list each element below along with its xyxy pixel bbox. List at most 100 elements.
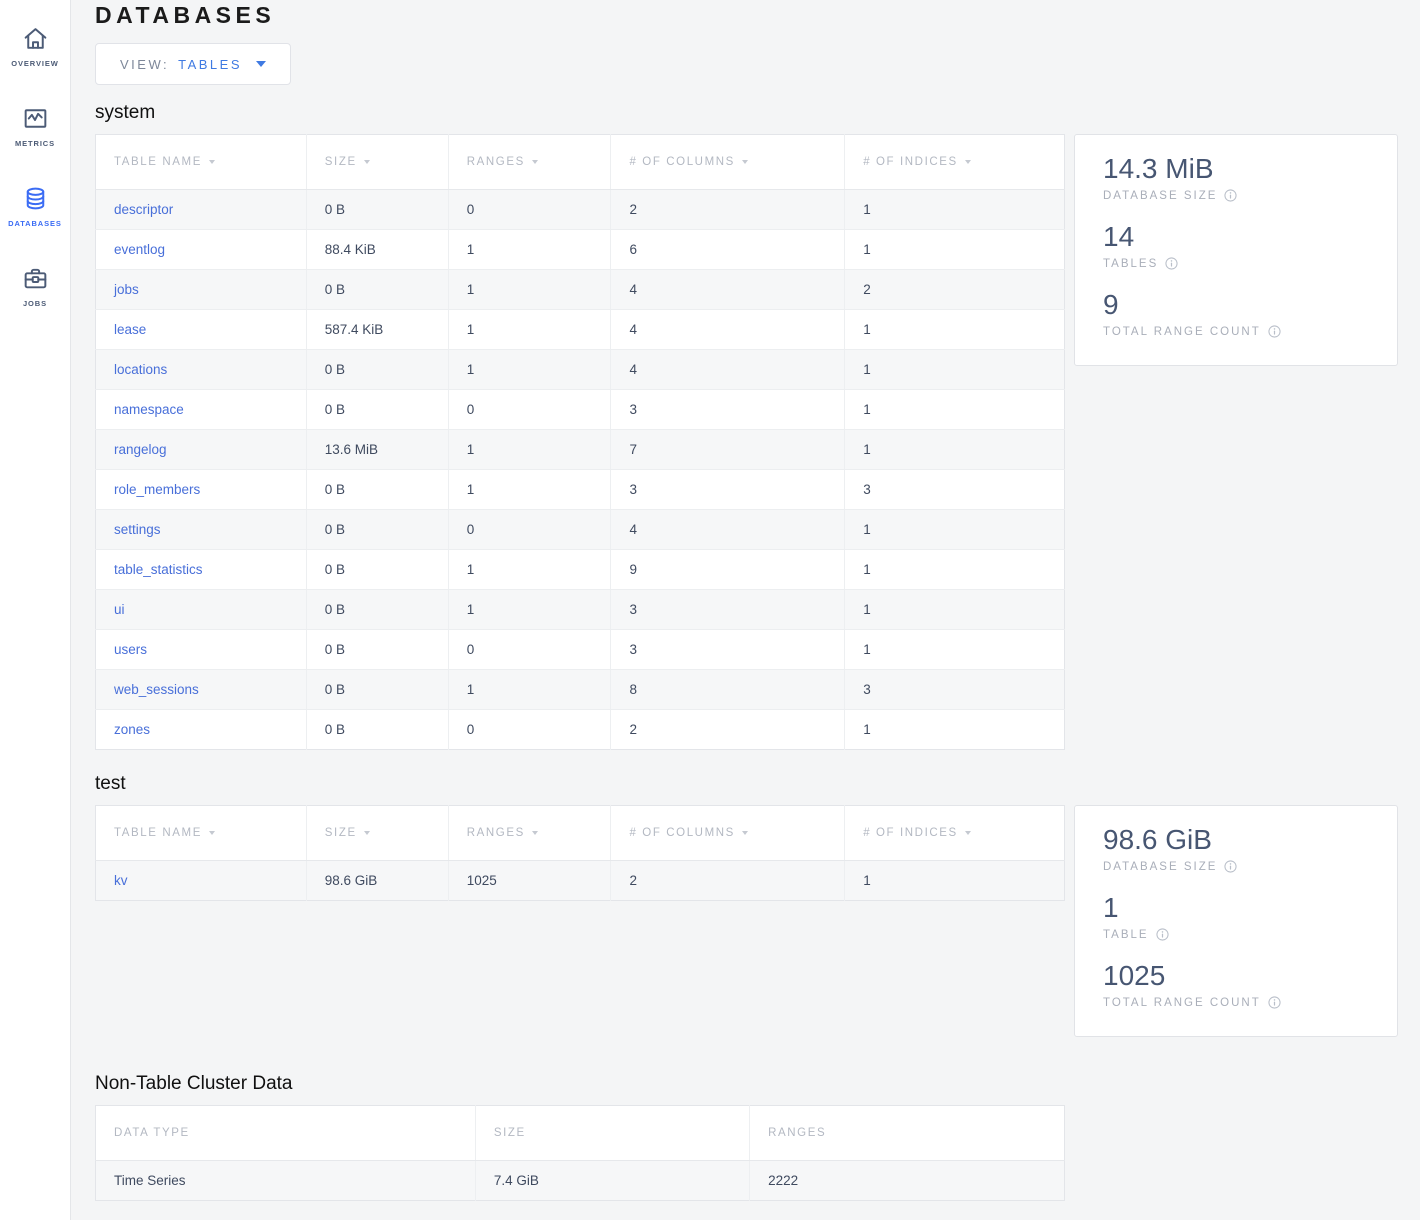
table-link[interactable]: table_statistics	[114, 562, 203, 577]
summary-stat: 1025 TOTAL RANGE COUNT	[1103, 959, 1369, 1009]
sidebar-item-jobs[interactable]: JOBS	[0, 246, 70, 326]
table-link[interactable]: descriptor	[114, 202, 174, 217]
table-cell: 1	[448, 309, 612, 350]
table-cell: 0	[448, 629, 612, 670]
column-header-of-indices[interactable]: # OF INDICES	[844, 805, 1065, 861]
table-link[interactable]: namespace	[114, 402, 184, 417]
table-cell: 2	[610, 709, 846, 750]
column-header-ranges[interactable]: RANGES	[448, 134, 612, 190]
database-section: TABLE NAME SIZE RANGES # OF COLUMNS # OF IND…	[95, 805, 1398, 1037]
table-link[interactable]: web_sessions	[114, 682, 199, 697]
view-dropdown-value: TABLES	[178, 56, 242, 72]
sort-arrow-icon	[741, 831, 748, 835]
table-header-row: TABLE NAME SIZE RANGES # OF COLUMNS # OF IND…	[95, 134, 1065, 190]
column-header-of-indices[interactable]: # OF INDICES	[844, 134, 1065, 190]
info-icon[interactable]	[1224, 860, 1237, 873]
info-icon[interactable]	[1165, 257, 1178, 270]
table-link[interactable]: ui	[114, 602, 125, 617]
non-table-section: DATA TYPE SIZE RANGES Time Series 7.4 GiB 222…	[95, 1105, 1398, 1201]
table-cell: 1	[844, 189, 1065, 230]
table-cell: settings	[95, 509, 307, 550]
table-cell: 6	[610, 229, 846, 270]
column-header-table-name[interactable]: TABLE NAME	[95, 805, 307, 861]
table-link[interactable]: role_members	[114, 482, 201, 497]
stat-label-text: TABLES	[1103, 257, 1159, 270]
column-header-of-columns[interactable]: # OF COLUMNS	[610, 134, 846, 190]
table-link[interactable]: lease	[114, 322, 147, 337]
table-row: kv 98.6 GiB 1025 2 1	[95, 860, 1065, 901]
column-header-label: RANGES	[768, 1127, 827, 1139]
column-header-ranges: RANGES	[749, 1105, 1065, 1161]
table-link[interactable]: zones	[114, 722, 151, 737]
table-cell: 1	[844, 629, 1065, 670]
table-link[interactable]: locations	[114, 362, 168, 377]
column-header-data-type: DATA TYPE	[95, 1105, 476, 1161]
column-header-table-name[interactable]: TABLE NAME	[95, 134, 307, 190]
table-link[interactable]: kv	[114, 873, 128, 888]
view-dropdown[interactable]: VIEW: TABLES	[95, 43, 291, 85]
table-cell: locations	[95, 349, 307, 390]
sort-arrow-icon	[363, 831, 370, 835]
table-cell: rangelog	[95, 429, 307, 470]
table-cell: 4	[610, 509, 846, 550]
table-cell: 1	[844, 349, 1065, 390]
table-link[interactable]: rangelog	[114, 442, 167, 457]
table-cell: 587.4 KiB	[306, 309, 449, 350]
table-cell: 98.6 GiB	[306, 860, 449, 901]
column-header-size[interactable]: SIZE	[306, 805, 449, 861]
stat-label: DATABASE SIZE	[1103, 189, 1369, 202]
table-cell: eventlog	[95, 229, 307, 270]
stat-value: 14	[1103, 221, 1135, 252]
summary-stat: 14.3 MiB DATABASE SIZE	[1103, 152, 1369, 202]
table-cell: role_members	[95, 469, 307, 510]
column-header-ranges[interactable]: RANGES	[448, 805, 612, 861]
table-link[interactable]: settings	[114, 522, 161, 537]
table-cell: 0 B	[306, 709, 449, 750]
sort-arrow-icon	[363, 160, 370, 164]
table-cell: 13.6 MiB	[306, 429, 449, 470]
table-cell: 0	[448, 709, 612, 750]
table-cell: 0 B	[306, 269, 449, 310]
table-cell: ui	[95, 589, 307, 630]
info-icon[interactable]	[1155, 928, 1169, 941]
sidebar: OVERVIEW METRICS DATABASES JOBS	[0, 0, 71, 1220]
stat-label: DATABASE SIZE	[1103, 860, 1369, 873]
table-cell: 1	[448, 229, 612, 270]
sidebar-item-label: DATABASES	[8, 219, 62, 228]
table-cell: 0 B	[306, 669, 449, 710]
info-icon[interactable]	[1224, 189, 1237, 202]
table-cell: 0 B	[306, 549, 449, 590]
info-icon[interactable]	[1268, 325, 1281, 338]
sidebar-item-overview[interactable]: OVERVIEW	[0, 6, 70, 86]
table-cell: 7.4 GiB	[475, 1160, 751, 1201]
table-link[interactable]: eventlog	[114, 242, 166, 257]
column-header-size[interactable]: SIZE	[306, 134, 449, 190]
table-cell: kv	[95, 860, 307, 901]
column-header-of-columns[interactable]: # OF COLUMNS	[610, 805, 846, 861]
info-icon[interactable]	[1268, 996, 1281, 1009]
table-cell: 0 B	[306, 589, 449, 630]
jobs-icon	[21, 264, 50, 293]
table-cell: 2	[844, 269, 1065, 310]
sort-arrow-icon	[964, 831, 971, 835]
table-cell: 1	[844, 309, 1065, 350]
table-cell: 0	[448, 189, 612, 230]
table-cell: 7	[610, 429, 846, 470]
stat-value: 9	[1103, 289, 1119, 320]
database-summary-card: 14.3 MiB DATABASE SIZE 14 TABLES 9 TOTAL RANG…	[1074, 134, 1398, 366]
chevron-down-icon	[256, 61, 266, 67]
table-link[interactable]: jobs	[114, 282, 139, 297]
database-section: TABLE NAME SIZE RANGES # OF COLUMNS # OF IND…	[95, 134, 1398, 750]
sidebar-item-databases[interactable]: DATABASES	[0, 166, 70, 246]
table-header-row: DATA TYPE SIZE RANGES	[95, 1105, 1065, 1161]
table-link[interactable]: users	[114, 642, 148, 657]
table-cell: descriptor	[95, 189, 307, 230]
table-cell: 0 B	[306, 469, 449, 510]
stat-label: TABLE	[1103, 928, 1369, 941]
sidebar-item-metrics[interactable]: METRICS	[0, 86, 70, 166]
